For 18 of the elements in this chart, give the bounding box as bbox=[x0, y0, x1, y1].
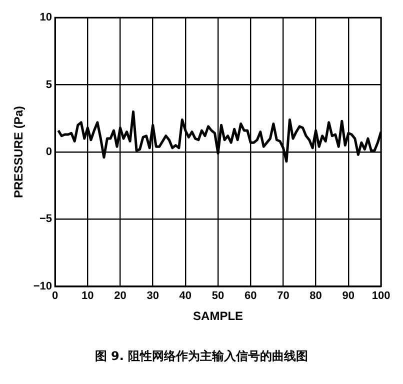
x-tick-label: 10 bbox=[82, 290, 94, 302]
y-tick-label: 0 bbox=[46, 146, 52, 158]
x-tick-label: 100 bbox=[372, 290, 390, 302]
y-tick-label: −10 bbox=[33, 280, 52, 292]
x-tick-label: 40 bbox=[179, 290, 192, 302]
x-tick-label: 50 bbox=[212, 290, 224, 302]
x-tick-label: 90 bbox=[342, 290, 355, 302]
y-tick-label: 5 bbox=[46, 78, 52, 91]
y-axis-title: PRESSURE (Pa) bbox=[12, 106, 26, 198]
x-tick-label: 20 bbox=[114, 290, 126, 302]
x-axis-title: SAMPLE bbox=[193, 309, 244, 324]
x-tick-label: 30 bbox=[146, 290, 159, 302]
caption: 图 9. 阻性网络作为主输入信号的曲线图 bbox=[94, 348, 310, 365]
x-tick-label: 60 bbox=[244, 290, 257, 302]
x-tick-label: 70 bbox=[277, 290, 290, 302]
y-tick-label: −5 bbox=[40, 213, 52, 226]
y-tick-label: 10 bbox=[40, 12, 52, 24]
x-tick-label: 80 bbox=[310, 290, 322, 302]
